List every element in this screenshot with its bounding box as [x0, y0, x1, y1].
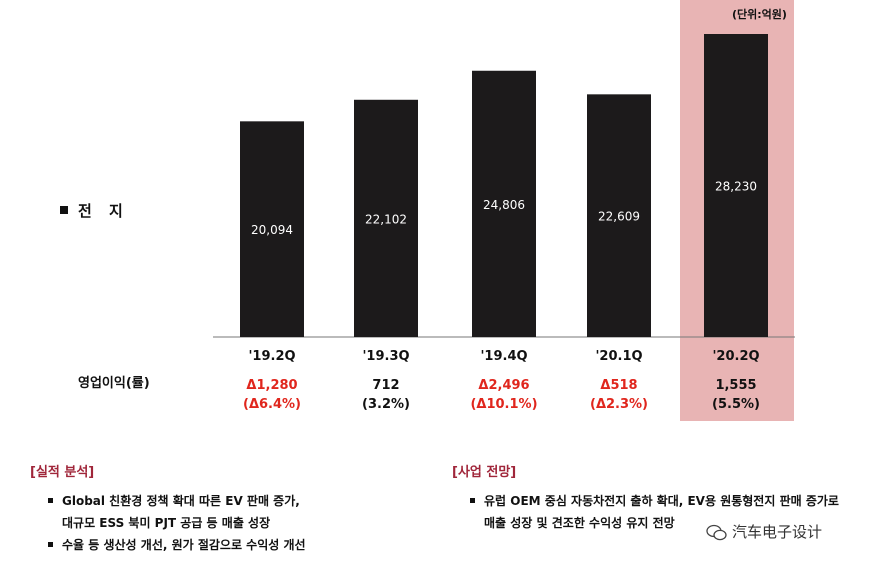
operating-profit-3: Δ518 (Δ2.3%): [564, 376, 674, 414]
operating-profit-0: Δ1,280 (Δ6.4%): [217, 376, 327, 414]
bar-value-label-1: 22,102: [365, 212, 407, 226]
op-margin-4: (5.5%): [712, 397, 760, 412]
category-label-3: '20.1Q: [595, 349, 642, 364]
bar-4: [704, 34, 768, 337]
category-label-1: '19.3Q: [362, 349, 409, 364]
category-label-4: '20.2Q: [712, 349, 759, 364]
segment-label-text: 전 지: [78, 202, 129, 220]
square-bullet-icon: [48, 542, 53, 547]
bar-value-label-4: 28,230: [715, 180, 757, 194]
operating-profit-1: 712 (3.2%): [331, 376, 441, 414]
square-bullet-icon: [60, 205, 68, 214]
square-bullet-icon: [470, 498, 475, 503]
performance-title: [실적 분석]: [30, 465, 95, 480]
outlook-bullet-continuation: 매출 성장 및 견조한 수익성 유지 전망: [484, 516, 675, 530]
performance-bullets: Global 친환경 정책 확대 따른 EV 판매 증가, 대규모 ESS 북미 …: [48, 490, 306, 556]
op-margin-0: (Δ6.4%): [243, 397, 301, 412]
bar-value-label-3: 22,609: [598, 210, 640, 224]
unit-note: (단위:억원): [732, 8, 787, 21]
bar-1: [354, 99, 418, 337]
bar-3: [587, 94, 651, 337]
outlook-title: [사업 전망]: [452, 465, 517, 480]
operating-profit-label: 영업이익(률): [78, 376, 150, 391]
op-amount-1: 712: [372, 378, 400, 393]
op-amount-2: Δ2,496: [478, 378, 530, 393]
op-amount-4: 1,555: [715, 378, 757, 393]
performance-bullet-continuation: 대규모 ESS 북미 PJT 공급 등 매출 성장: [62, 516, 271, 530]
performance-bullet-text: Global 친환경 정책 확대 따른 EV 판매 증가,: [62, 494, 300, 508]
op-amount-0: Δ1,280: [246, 378, 298, 393]
performance-bullet-0: Global 친환경 정책 확대 따른 EV 판매 증가,: [48, 490, 306, 512]
category-label-0: '19.2Q: [248, 349, 295, 364]
bar-value-label-2: 24,806: [483, 198, 525, 212]
square-bullet-icon: [48, 498, 53, 503]
bar-value-label-0: 20,094: [251, 223, 293, 237]
performance-bullet-text: 수율 등 생산성 개선, 원가 절감으로 수익성 개선: [62, 538, 306, 552]
watermark: 汽车电子设计: [706, 521, 822, 542]
category-label-2: '19.4Q: [480, 349, 527, 364]
operating-profit-2: Δ2,496 (Δ10.1%): [449, 376, 559, 414]
op-margin-3: (Δ2.3%): [590, 397, 648, 412]
operating-profit-4: 1,555 (5.5%): [681, 376, 791, 414]
op-margin-1: (3.2%): [362, 397, 410, 412]
wechat-icon: [706, 524, 727, 540]
bar-2: [472, 70, 536, 337]
op-amount-3: Δ518: [600, 378, 638, 393]
watermark-text: 汽车电子设计: [732, 523, 823, 541]
outlook-bullet-text: 유럽 OEM 중심 자동차전지 출하 확대, EV용 원통형전지 판매 증가로: [484, 494, 839, 508]
outlook-bullet-0: 유럽 OEM 중심 자동차전지 출하 확대, EV용 원통형전지 판매 증가로: [470, 490, 839, 512]
op-margin-2: (Δ10.1%): [470, 397, 538, 412]
segment-label: 전 지: [60, 200, 129, 221]
performance-bullet-1: 수율 등 생산성 개선, 원가 절감으로 수익성 개선: [48, 534, 306, 556]
battery-revenue-bar-chart: 20,094 '19.2Q 22,102 '19.3Q 24,806 '19.4Q 22,6…: [213, 34, 795, 364]
bar-0: [240, 121, 304, 337]
